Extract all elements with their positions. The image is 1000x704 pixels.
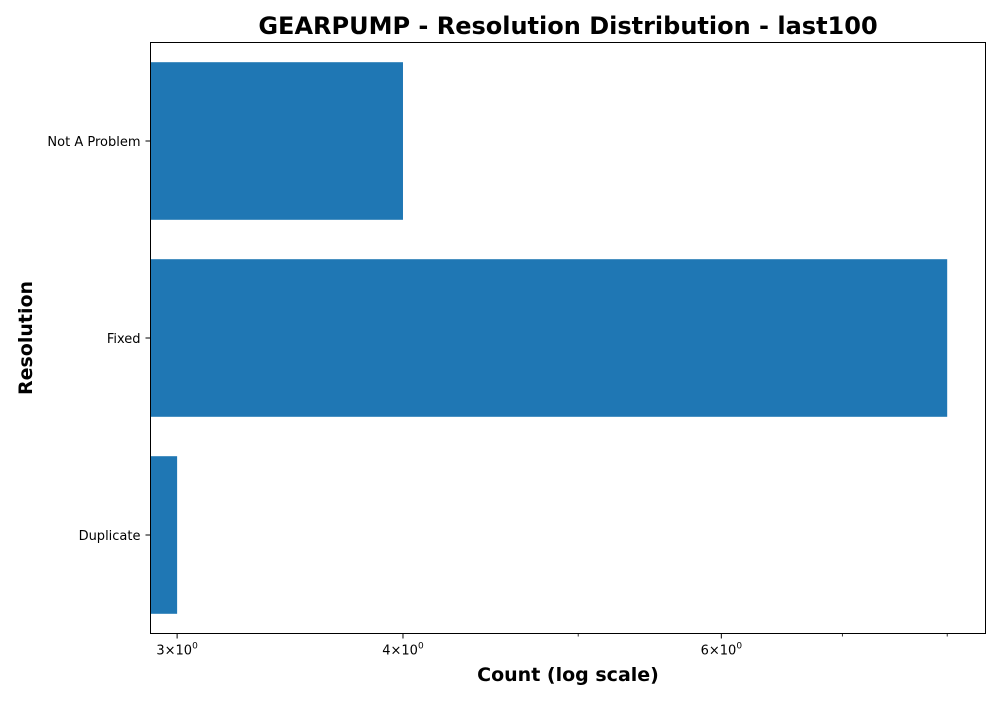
bar bbox=[150, 62, 403, 220]
x-tick-label: 4×100 bbox=[382, 642, 424, 659]
plot-frame bbox=[150, 42, 986, 634]
bar bbox=[150, 259, 948, 417]
x-tick-label: 6×100 bbox=[701, 642, 743, 659]
x-axis-label: Count (log scale) bbox=[477, 664, 659, 686]
chart-title: GEARPUMP - Resolution Distribution - las… bbox=[258, 12, 877, 40]
y-tick-label: Fixed bbox=[107, 332, 141, 347]
bar bbox=[150, 456, 178, 614]
y-tick-label: Duplicate bbox=[79, 529, 141, 544]
y-axis-label: Resolution bbox=[15, 281, 37, 395]
x-tick-label: 3×100 bbox=[156, 642, 198, 659]
plot-area: Not A Problem Fixed Duplicate 3×100 4×100 6×1… bbox=[47, 62, 948, 659]
y-tick-label: Not A Problem bbox=[47, 135, 140, 150]
